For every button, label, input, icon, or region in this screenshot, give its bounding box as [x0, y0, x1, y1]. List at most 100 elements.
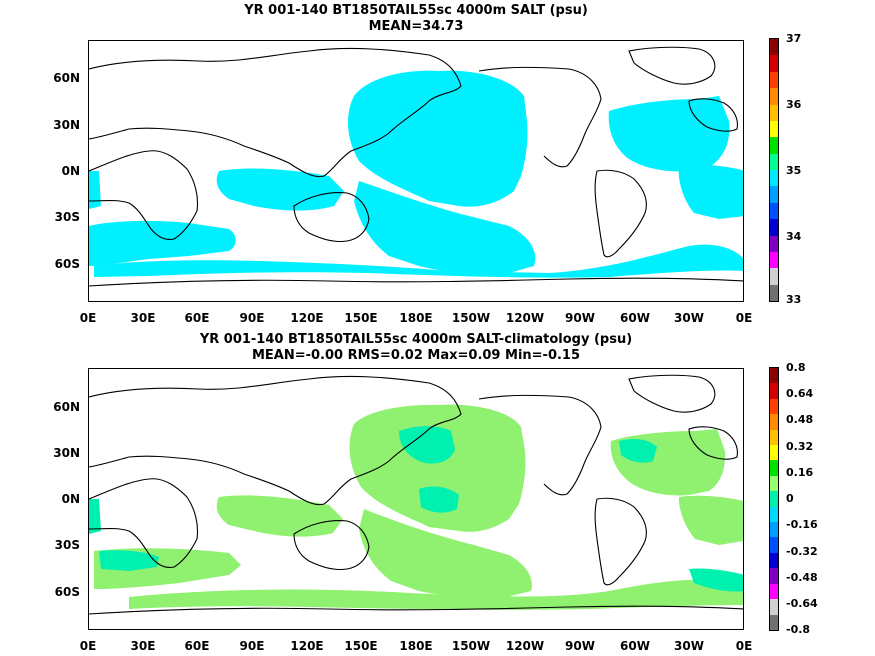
panel1-y-label-30n: 30N — [53, 118, 80, 132]
panel2-x-label-90e: 90E — [239, 639, 265, 653]
panel2-title-line2: MEAN=-0.00 RMS=0.02 Max=0.09 Min=-0.15 — [251, 348, 581, 363]
panel2-colorbar-label: 0.8 — [786, 361, 806, 374]
panel2-colorbar-label: -0.16 — [786, 518, 818, 531]
colorbar-swatch — [770, 235, 778, 252]
panel2-x-label-60w: 60W — [620, 639, 650, 653]
panel1-map — [88, 40, 744, 302]
panel2-x-label-0e: 0E — [79, 639, 97, 653]
panel2-y-label-0n: 0N — [61, 492, 80, 506]
colorbar-swatch — [770, 506, 778, 523]
panel1-x-label-90e: 90E — [239, 311, 265, 325]
panel2-title-line1: YR 001-140 BT1850TAIL55sc 4000m SALT-cli… — [199, 332, 633, 347]
colorbar-swatch — [770, 552, 778, 569]
panel2-y-label-60s: 60S — [54, 585, 80, 599]
panel1-x-label-30w: 30W — [674, 311, 704, 325]
colorbar-swatch — [770, 186, 778, 203]
panel2-colorbar-label: -0.64 — [786, 597, 818, 610]
panel2-colorbar-label: 0.48 — [786, 413, 814, 426]
panel1-colorbar-label: 37 — [786, 32, 802, 45]
colorbar-swatch — [770, 583, 778, 600]
panel1-colorbar-label: 35 — [786, 164, 802, 177]
panel1-y-label-60n: 60N — [53, 71, 80, 85]
colorbar-swatch — [770, 537, 778, 553]
colorbar-swatch — [770, 383, 778, 399]
colorbar-swatch — [770, 120, 778, 138]
panel2-y-label-30n: 30N — [53, 446, 80, 460]
panel2-y-label-30s: 30S — [54, 538, 80, 552]
colorbar-swatch — [770, 599, 778, 615]
panel1-x-label-0e: 0E — [79, 311, 97, 325]
colorbar-swatch — [770, 39, 778, 56]
colorbar-swatch — [770, 219, 778, 236]
panel2-colorbar — [769, 367, 779, 631]
colorbar-swatch — [770, 268, 778, 285]
panel1-coastlines — [89, 46, 743, 287]
panel1-map-svg — [89, 46, 743, 287]
panel2-colorbar-label: -0.8 — [786, 623, 811, 636]
colorbar-swatch — [770, 55, 778, 72]
colorbar-swatch — [770, 88, 778, 105]
colorbar-swatch — [770, 445, 778, 461]
colorbar-swatch — [770, 475, 778, 492]
panel1-x-label-60w: 60W — [620, 311, 650, 325]
panel1-x-label-30e: 30E — [130, 311, 156, 325]
colorbar-swatch — [770, 170, 778, 187]
panel1-y-label-0n: 0N — [61, 164, 80, 178]
panel2-difference-field-near-zero — [89, 426, 743, 592]
colorbar-swatch — [770, 568, 778, 584]
panel1-x-label-120w: 120W — [505, 311, 545, 325]
colorbar-swatch — [770, 414, 778, 430]
panel1-colorbar-label: 36 — [786, 98, 802, 111]
panel2-x-label-180e: 180E — [399, 639, 433, 653]
colorbar-swatch — [770, 137, 778, 154]
panel2-y-label-60n: 60N — [53, 400, 80, 414]
panel1-x-label-120e: 120E — [290, 311, 324, 325]
colorbar-swatch — [770, 614, 778, 630]
colorbar-swatch — [770, 491, 778, 507]
panel2-x-label-0e-end: 0E — [735, 639, 753, 653]
panel1-colorbar-label: 33 — [786, 293, 802, 306]
panel1-x-label-0e-end: 0E — [735, 311, 753, 325]
panel2-coastlines — [89, 374, 743, 615]
panel1-x-label-90w: 90W — [565, 311, 595, 325]
panel1-y-label-60s: 60S — [54, 257, 80, 271]
panel2-x-label-150w: 150W — [451, 639, 491, 653]
colorbar-swatch — [770, 429, 778, 446]
colorbar-swatch — [770, 284, 778, 301]
colorbar-swatch — [770, 104, 778, 121]
panel1-x-label-150e: 150E — [344, 311, 378, 325]
panel1-title-line1: YR 001-140 BT1850TAIL55sc 4000m SALT (ps… — [244, 3, 588, 18]
panel1-x-label-60e: 60E — [184, 311, 210, 325]
panel1-x-label-150w: 150W — [451, 311, 491, 325]
panel2-x-label-120w: 120W — [505, 639, 545, 653]
panel2-x-label-60e: 60E — [184, 639, 210, 653]
colorbar-swatch — [770, 71, 778, 89]
panel2-map — [88, 368, 744, 630]
panel2-colorbar-label: 0.16 — [786, 466, 814, 479]
panel1-y-label-30s: 30S — [54, 210, 80, 224]
panel2-x-label-150e: 150E — [344, 639, 378, 653]
panel1-title-line2: MEAN=34.73 — [368, 19, 464, 34]
panel2-x-label-30e: 30E — [130, 639, 156, 653]
panel1-colorbar-label: 34 — [786, 230, 802, 243]
panel2-map-svg — [89, 374, 743, 615]
panel2-x-label-30w: 30W — [674, 639, 704, 653]
panel1-x-label-180e: 180E — [399, 311, 433, 325]
panel2-x-label-120e: 120E — [290, 639, 324, 653]
colorbar-swatch — [770, 202, 778, 220]
panel1-salinity-field — [89, 70, 743, 278]
panel2-colorbar-label: -0.48 — [786, 571, 818, 584]
colorbar-swatch — [770, 368, 778, 384]
panel2-x-label-90w: 90W — [565, 639, 595, 653]
colorbar-swatch — [770, 153, 778, 170]
panel2-colorbar-label: 0 — [786, 492, 794, 505]
colorbar-swatch — [770, 251, 778, 269]
colorbar-swatch — [770, 522, 778, 538]
panel2-difference-field-positive — [94, 404, 743, 610]
panel2-colorbar-label: 0.64 — [786, 387, 814, 400]
panel1-colorbar — [769, 38, 779, 302]
panel2-colorbar-label: 0.32 — [786, 440, 814, 453]
colorbar-swatch — [770, 460, 778, 476]
panel2-colorbar-label: -0.32 — [786, 545, 818, 558]
colorbar-swatch — [770, 398, 778, 415]
